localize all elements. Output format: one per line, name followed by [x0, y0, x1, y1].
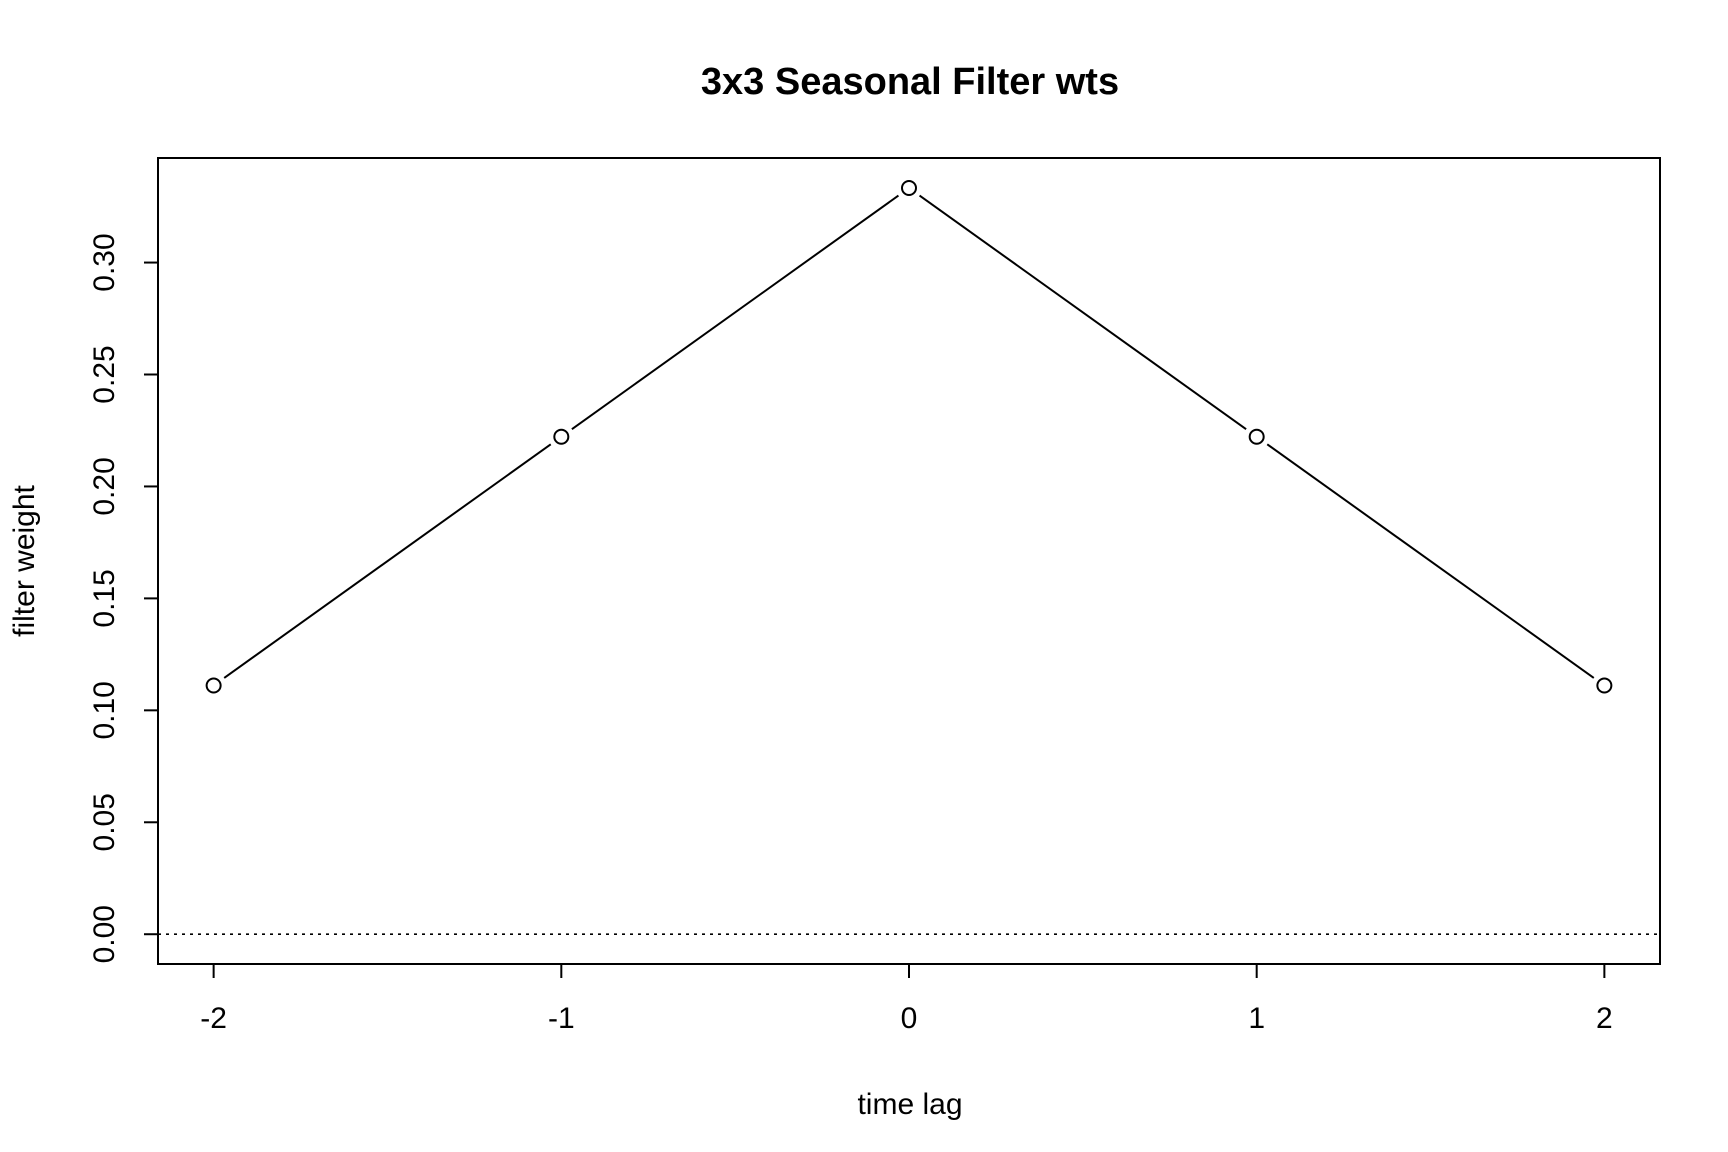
x-tick-label: -2 [200, 1002, 227, 1035]
chart-title: 3x3 Seasonal Filter wts [701, 61, 1119, 103]
x-tick-label: 0 [901, 1002, 918, 1035]
series-segment [223, 443, 552, 679]
y-tick-label: 0.30 [88, 233, 121, 291]
y-axis: 0.00 0.05 0.10 0.15 0.20 0.25 0.30 [88, 233, 158, 963]
x-axis: -2 -1 0 1 2 [200, 964, 1613, 1035]
data-point [901, 180, 917, 197]
y-tick-label: 0.00 [88, 905, 121, 963]
x-tick-label: -1 [548, 1002, 575, 1035]
x-tick-label: 2 [1596, 1002, 1613, 1035]
y-tick-label: 0.15 [88, 569, 121, 627]
data-point [553, 428, 570, 445]
series-segment [918, 194, 1247, 430]
y-axis-label: filter weight [8, 484, 41, 636]
data-point [1248, 428, 1265, 445]
x-tick-label: 1 [1248, 1002, 1265, 1035]
x-axis-label: time lag [857, 1088, 962, 1121]
series-segment [1266, 443, 1595, 679]
plot-frame [157, 157, 1661, 965]
data-point [205, 677, 222, 694]
y-tick-label: 0.05 [88, 793, 121, 851]
y-tick-label: 0.10 [88, 681, 121, 739]
series-layer [205, 180, 1613, 694]
y-tick-label: 0.25 [88, 345, 121, 403]
y-tick-label: 0.20 [88, 457, 121, 515]
series-segment [571, 194, 900, 430]
data-point [1596, 677, 1613, 694]
